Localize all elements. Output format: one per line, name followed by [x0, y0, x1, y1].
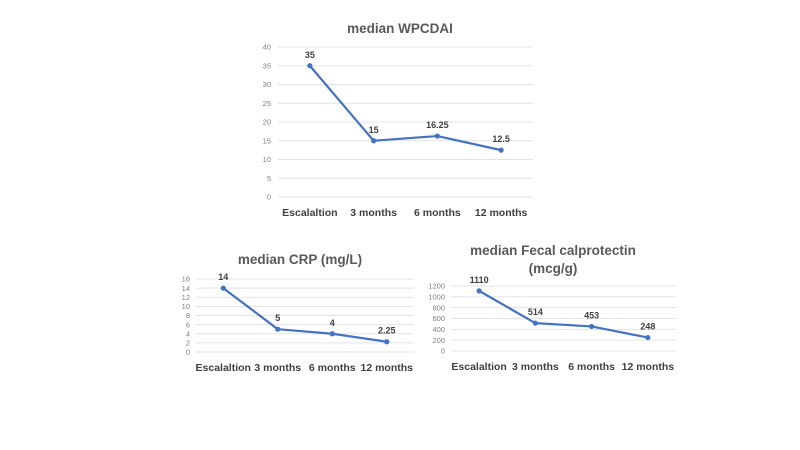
y-tick-label: 0: [441, 347, 445, 356]
data-label: 16.25: [426, 120, 449, 130]
data-point: [434, 133, 440, 139]
y-tick-label: 0: [186, 348, 190, 357]
y-tick-label: 20: [263, 118, 271, 127]
data-label: 453: [584, 310, 599, 320]
x-tick-label: 3 months: [254, 362, 301, 374]
y-tick-label: 200: [432, 336, 445, 345]
x-tick-label: 3 months: [350, 207, 397, 219]
data-point: [307, 63, 313, 69]
y-tick-label: 40: [263, 43, 271, 52]
data-point: [476, 288, 482, 294]
chart-median-wpcdai: median WPCDAI 0 5 10 15 20 25 30 35 40 Escalaltion…: [263, 21, 533, 219]
chart-title-line-1: median Fecal calprotectin: [470, 243, 636, 258]
chart-title-line-2: (mcg/g): [529, 261, 578, 276]
y-tick-label: 10: [263, 155, 271, 164]
y-tick-label: 12: [182, 293, 190, 302]
y-tick-label: 35: [263, 61, 271, 70]
x-tick-label: 6 months: [414, 207, 461, 219]
series-line: [222, 287, 387, 343]
x-tick-label: 12 months: [622, 361, 675, 373]
y-tick-label: 1000: [428, 292, 445, 301]
y-tick-label: 0: [267, 193, 271, 202]
data-label: 35: [305, 50, 315, 60]
series-line: [478, 289, 649, 339]
y-tick-label: 30: [263, 80, 271, 89]
data-point: [589, 323, 595, 330]
y-tick-label: 800: [432, 303, 445, 312]
chart-title: median CRP (mg/L): [238, 252, 362, 267]
data-point: [220, 285, 226, 291]
chart-title: median WPCDAI: [347, 21, 453, 36]
y-tick-label: 16: [182, 275, 190, 284]
y-tick-label: 2: [186, 339, 190, 348]
x-tick-label: 3 months: [512, 361, 559, 373]
y-tick-label: 600: [432, 314, 445, 323]
y-tick-label: 400: [432, 325, 445, 334]
chart-median-crp: median CRP (mg/L)0246810121416Escalaltio…: [182, 252, 414, 374]
data-label: 12.5: [492, 134, 510, 144]
y-tick-label: 10: [182, 302, 190, 311]
y-tick-label: 6: [186, 320, 190, 329]
x-tick-label: Escalaltion: [451, 361, 506, 373]
y-tick-label: 14: [182, 284, 190, 293]
data-point: [275, 326, 281, 332]
data-point: [498, 147, 504, 153]
data-label: 248: [640, 322, 655, 332]
data-label: 5: [275, 313, 280, 323]
x-tick-label: Escalaltion: [196, 362, 251, 374]
data-label: 514: [528, 307, 543, 317]
data-point: [384, 339, 390, 345]
y-tick-label: 4: [186, 329, 190, 338]
x-tick-label: 6 months: [568, 361, 615, 373]
y-tick-label: 25: [263, 99, 271, 108]
data-point: [329, 331, 335, 337]
y-tick-label: 1200: [428, 282, 445, 291]
x-tick-label: Escalaltion: [282, 207, 337, 219]
data-label: 1110: [470, 275, 489, 285]
data-point: [532, 320, 538, 326]
data-point: [645, 334, 651, 341]
data-label: 4: [330, 318, 335, 328]
data-label: 15: [369, 125, 379, 135]
y-tick-label: 8: [186, 311, 190, 320]
data-label: 2.25: [378, 326, 396, 336]
data-point: [371, 138, 377, 144]
y-tick-label: 5: [267, 174, 271, 183]
y-tick-label: 15: [263, 136, 271, 145]
data-label: 14: [218, 272, 228, 282]
x-tick-label: 12 months: [475, 207, 528, 219]
chart-median-fecal-calprotectin: median Fecal calprotectin (mcg/g) 0 200 400 6…: [428, 243, 676, 373]
series-line: [309, 65, 502, 152]
x-tick-label: 6 months: [309, 362, 356, 374]
x-tick-label: 12 months: [360, 362, 413, 374]
